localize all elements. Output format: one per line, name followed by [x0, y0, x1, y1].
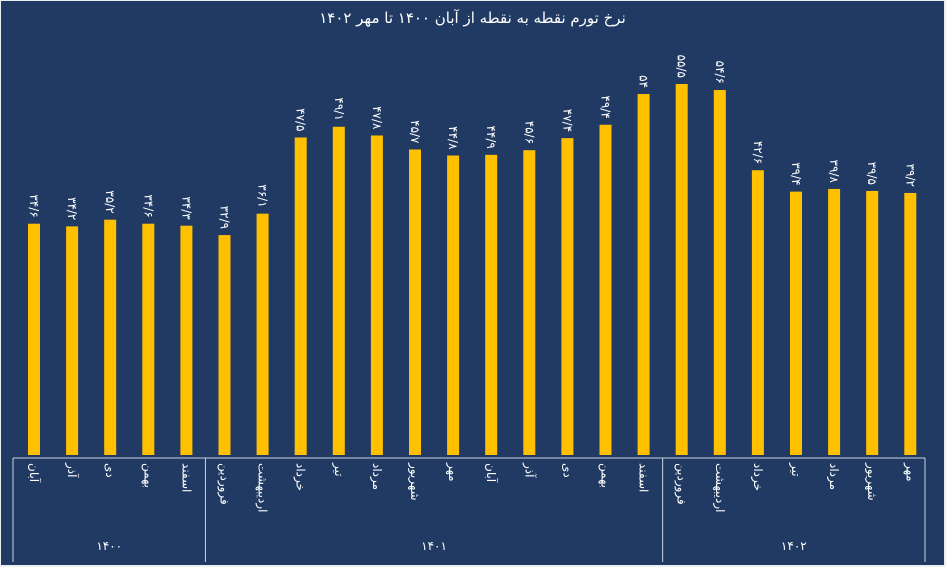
data-label: ۳۴/۶	[27, 194, 41, 217]
data-label: ۳۶/۱	[256, 184, 270, 207]
data-label: ۴۵/۶	[522, 121, 536, 144]
group-label: ۱۴۰۲	[781, 539, 807, 553]
bar	[637, 94, 650, 455]
bar	[599, 124, 612, 455]
chart-title: نرخ تورم نقطه به نقطه از آبان ۱۴۰۰ تا مه…	[319, 9, 626, 27]
bar	[790, 191, 802, 456]
data-label: ۳۹/۸	[827, 160, 841, 184]
bar	[713, 90, 726, 456]
data-label: ۳۴/۶	[141, 194, 155, 217]
bar	[751, 170, 764, 456]
bar	[218, 235, 231, 455]
data-label: ۴۷/۸	[370, 106, 384, 130]
bar	[66, 226, 79, 455]
bar	[904, 192, 917, 455]
category-label: شهریور	[407, 462, 422, 501]
category-label: آبان	[27, 463, 42, 483]
data-label: ۵۴	[637, 75, 651, 88]
bar	[28, 223, 40, 455]
bar	[409, 149, 421, 456]
category-label: خرداد	[750, 463, 765, 491]
category-label: فروردین	[217, 463, 232, 505]
data-label: ۳۲/۹	[218, 206, 232, 229]
category-label: بهمن	[598, 463, 613, 488]
data-label: ۴۷/۴	[560, 109, 574, 132]
bar	[180, 225, 193, 455]
data-label: ۳۵/۲	[103, 190, 117, 213]
data-label: ۳۹/۵	[865, 162, 879, 185]
category-label: مرداد	[826, 463, 841, 490]
data-label: ۳۹/۴	[789, 162, 803, 185]
category-label: دی	[103, 463, 117, 478]
category-label: مرداد	[369, 463, 384, 490]
bar	[485, 154, 498, 455]
category-label: خرداد	[293, 463, 308, 491]
bar	[104, 219, 117, 455]
data-label: ۴۵/۷	[408, 120, 422, 144]
bar	[523, 150, 536, 455]
bar	[866, 190, 879, 455]
category-label: اردیبهشت	[712, 463, 727, 512]
bar	[675, 84, 688, 455]
data-label: ۳۴/۳	[179, 196, 193, 220]
data-label: ۴۴/۸	[446, 126, 460, 150]
category-label: مهر	[445, 462, 460, 482]
category-label: اسفند	[637, 463, 651, 492]
category-label: مهر	[902, 462, 917, 482]
data-label: ۴۹/۱	[332, 97, 346, 120]
bar	[828, 188, 841, 455]
data-label: ۳۴/۲	[65, 197, 79, 220]
category-label: تیر	[331, 462, 346, 477]
bar	[142, 223, 155, 455]
bar	[561, 138, 574, 456]
category-label: تیر	[788, 462, 803, 477]
data-label: ۴۷/۵	[294, 108, 308, 131]
category-label: آذر	[521, 462, 537, 478]
bar	[256, 213, 269, 455]
bar	[332, 126, 345, 455]
group-label: ۱۴۰۰	[96, 539, 122, 553]
data-label: ۴۴/۹	[484, 125, 498, 148]
bar	[447, 155, 460, 455]
group-label: ۱۴۰۱	[421, 539, 447, 553]
category-label: اردیبهشت	[255, 463, 270, 512]
bar	[370, 135, 383, 455]
category-label: شهریور	[864, 462, 879, 501]
category-label: فروردین	[674, 463, 689, 505]
category-label: آذر	[64, 462, 80, 478]
category-label: دی	[560, 463, 574, 478]
category-label: اسفند	[179, 463, 193, 492]
category-label: بهمن	[140, 463, 155, 488]
bar	[294, 137, 307, 455]
data-label: ۳۹/۲	[903, 164, 917, 187]
data-label: ۴۹/۴	[599, 95, 613, 118]
category-label: آبان	[484, 463, 499, 483]
data-label: ۵۵/۵	[675, 55, 689, 78]
data-label: ۴۲/۶	[751, 141, 765, 164]
data-label: ۵۴/۶	[713, 61, 727, 84]
